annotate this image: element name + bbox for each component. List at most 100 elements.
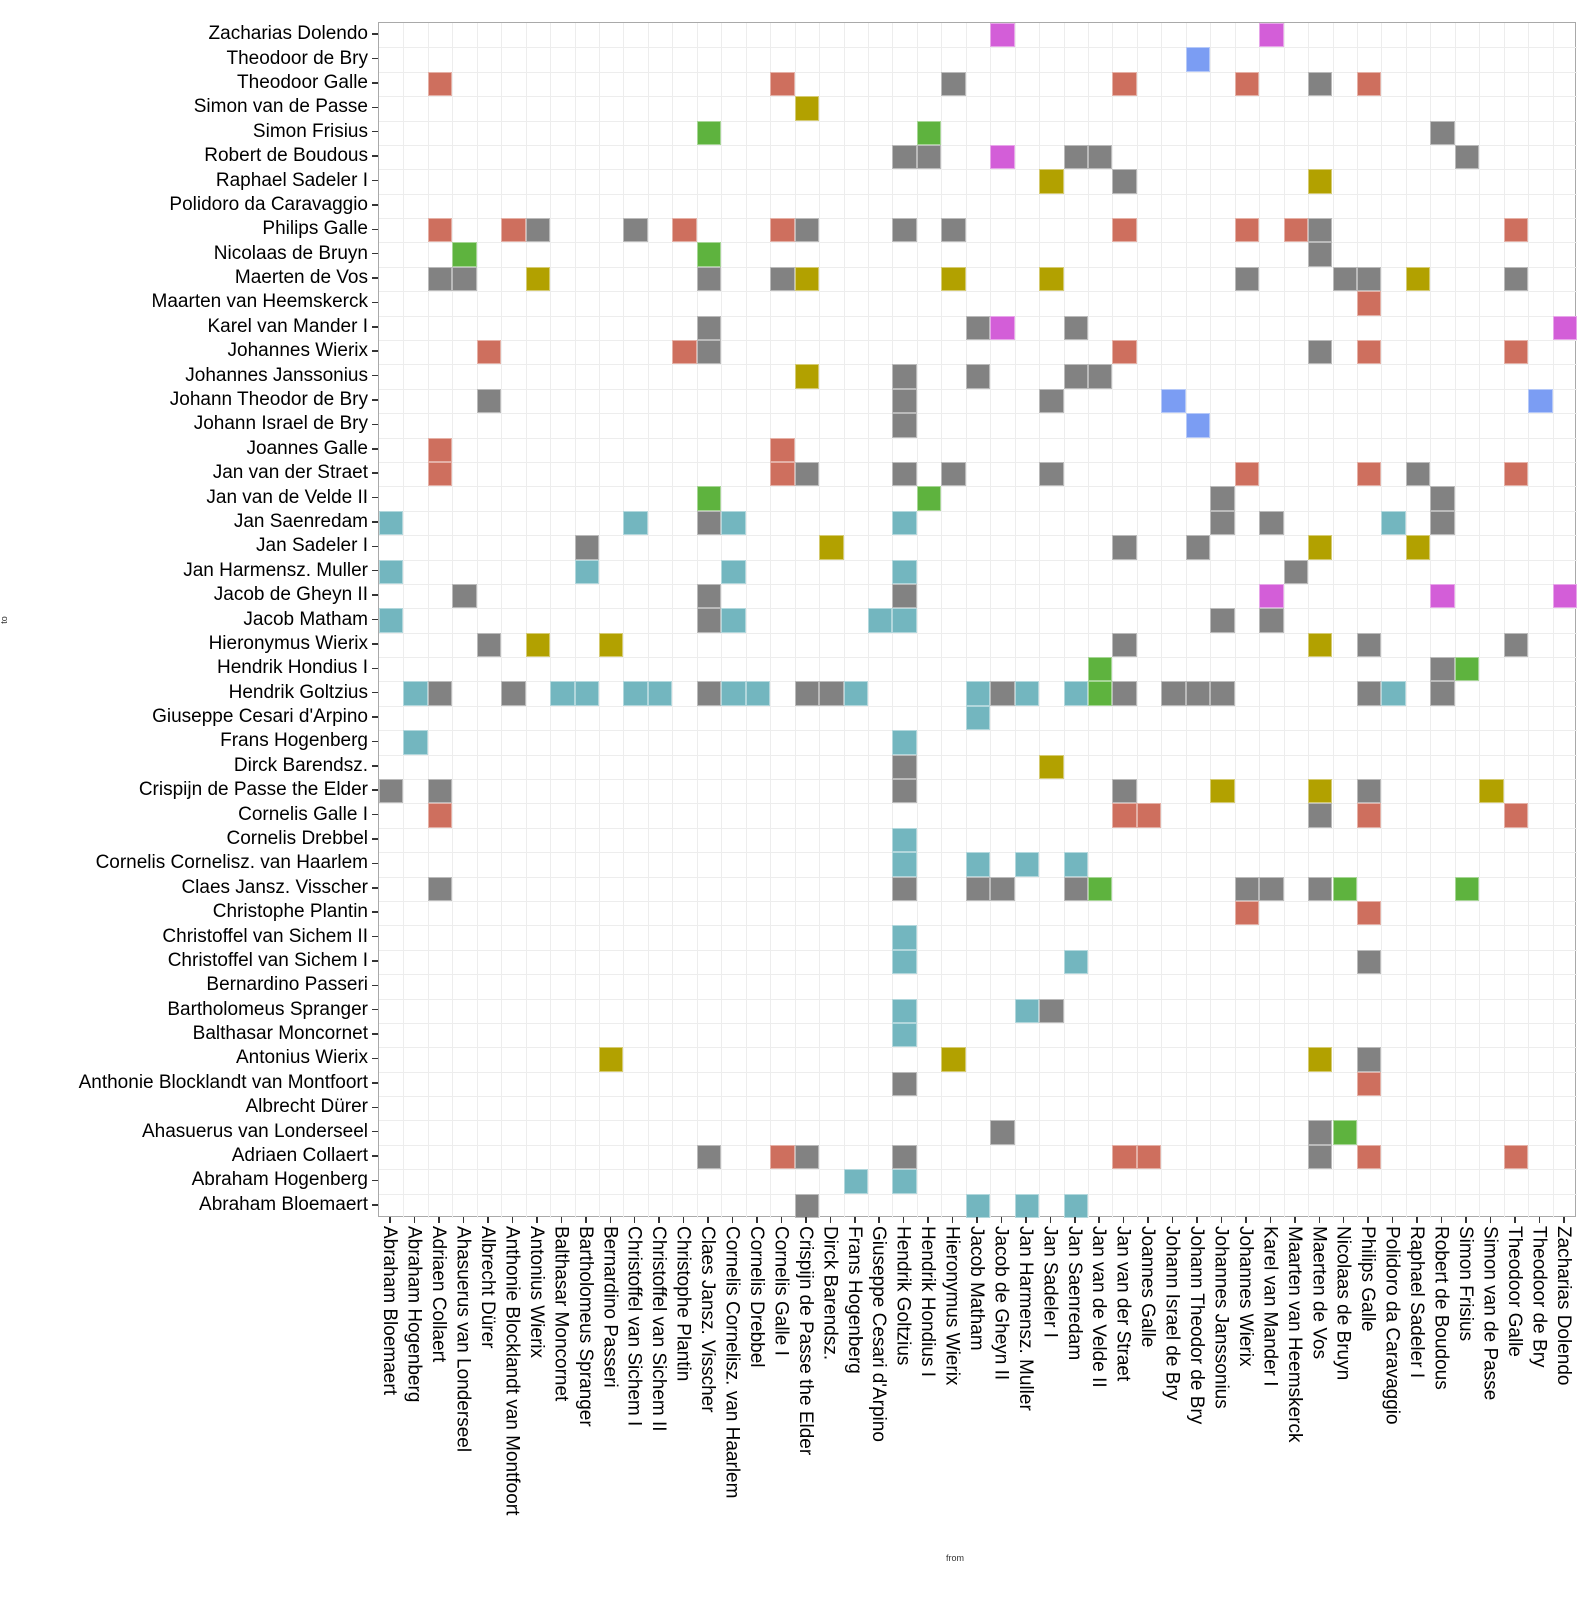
y-axis-tick [372, 594, 378, 596]
matrix-cell [1503, 218, 1529, 243]
y-axis-tick [372, 155, 378, 157]
matrix-cell [647, 681, 673, 706]
matrix-cell [965, 852, 991, 877]
y-axis-tick-label: Bernardino Passeri [206, 974, 368, 996]
matrix-cell [1210, 486, 1235, 511]
matrix-cell [1308, 535, 1333, 560]
x-axis-tick-label: Dirck Barendsz. [819, 1226, 841, 1361]
matrix-cell [892, 461, 917, 487]
x-axis-tick-label: Simon van de Passe [1479, 1226, 1501, 1401]
gridline-v [574, 23, 576, 1218]
matrix-cell [892, 949, 917, 975]
x-axis-tick-label: Cornelis Drebbel [745, 1226, 767, 1368]
gridline-v [1503, 23, 1505, 1218]
gridline-v [1088, 23, 1090, 1218]
x-axis-tick-label: Raphael Sadeler I [1406, 1226, 1428, 1379]
y-axis-tick [372, 667, 378, 670]
x-axis-tick [560, 1217, 563, 1223]
x-axis-tick-label: Theodoor de Bry [1528, 1226, 1550, 1368]
matrix-cell [1283, 559, 1309, 584]
matrix-cell [1063, 852, 1088, 877]
matrix-cell [916, 144, 942, 170]
y-axis-tick [372, 496, 378, 499]
x-axis-tick-label: Jan Sadeler I [1039, 1226, 1061, 1338]
matrix-cell [427, 71, 453, 97]
gridline-h [379, 1071, 1577, 1073]
matrix-cell [892, 876, 917, 901]
matrix-cell [1063, 315, 1088, 341]
matrix-cell [990, 144, 1015, 170]
matrix-cell [1356, 461, 1382, 487]
y-axis-tick [372, 1155, 378, 1157]
plot-panel [378, 22, 1577, 1218]
matrix-cell [1308, 632, 1333, 658]
y-axis-tick-label: Anthonie Blocklandt van Montfoort [78, 1071, 368, 1093]
matrix-cell [574, 559, 600, 584]
x-axis-tick-label: Jacob de Gheyn II [990, 1226, 1012, 1381]
y-axis-tick [372, 960, 378, 962]
x-axis-tick [902, 1217, 905, 1223]
matrix-cell [379, 608, 404, 633]
matrix-cell [941, 1047, 966, 1072]
matrix-cell [941, 218, 966, 243]
y-axis-tick [372, 813, 378, 816]
x-axis-tick [951, 1217, 954, 1223]
y-axis-tick-label: Cornelis Galle I [238, 803, 368, 825]
matrix-cell [1039, 169, 1064, 194]
matrix-cell [427, 266, 453, 292]
gridline-v [843, 23, 845, 1218]
gridline-h [379, 169, 1577, 171]
matrix-cell [965, 876, 991, 901]
y-axis-tick [372, 545, 378, 548]
x-axis-tick [1489, 1217, 1492, 1223]
matrix-cell [794, 364, 820, 389]
y-axis-tick-label: Karel van Mander I [207, 315, 368, 337]
matrix-cell [696, 486, 722, 511]
y-axis-tick-label: Johann Israel de Bry [193, 413, 368, 435]
matrix-cell [623, 681, 648, 706]
matrix-cell [696, 583, 722, 609]
y-axis-tick [372, 1179, 378, 1182]
x-axis-tick-label: Jan Saenredam [1063, 1226, 1085, 1361]
matrix-cell [623, 510, 648, 536]
matrix-cell [1088, 364, 1113, 389]
matrix-cell [794, 1193, 820, 1218]
x-axis-tick-label: Johannes Wierix [1234, 1226, 1256, 1367]
y-axis-tick-label: Simon van de Passe [193, 96, 368, 118]
x-axis-tick-label: Jan van der Straet [1112, 1226, 1134, 1382]
y-axis-tick [372, 179, 378, 182]
matrix-cell [1356, 1144, 1382, 1170]
x-axis-tick [1367, 1217, 1369, 1223]
matrix-cell [1356, 71, 1382, 97]
matrix-cell [427, 803, 453, 828]
y-axis-tick [372, 887, 378, 889]
matrix-cell [1356, 779, 1382, 804]
x-axis-tick-label: Adriaen Collaert [428, 1226, 450, 1363]
matrix-cell [892, 510, 917, 536]
y-axis-tick-label: Adriaen Collaert [231, 1145, 368, 1167]
matrix-cell [696, 120, 722, 145]
x-axis-tick-label: Cornelis Cornelisz. van Haarlem [721, 1226, 743, 1499]
matrix-cell [892, 608, 917, 633]
matrix-cell [892, 559, 917, 584]
matrix-cell [1161, 681, 1186, 706]
y-axis-tick-label: Claes Jansz. Visscher [181, 876, 368, 898]
y-axis-tick [372, 1082, 378, 1084]
gridline-v [1185, 23, 1187, 1218]
matrix-cell [1308, 71, 1333, 97]
matrix-cell [1503, 632, 1529, 658]
x-axis-tick-label: Hieronymus Wierix [941, 1226, 963, 1386]
matrix-cell [550, 681, 575, 706]
matrix-cell [892, 388, 917, 414]
y-axis-tick [372, 1130, 378, 1133]
matrix-cell [1308, 876, 1333, 901]
x-axis-tick-label: Hendrik Goltzius [892, 1226, 914, 1366]
matrix-cell [427, 218, 453, 243]
gridline-v [1039, 23, 1041, 1218]
matrix-cell [696, 681, 722, 706]
matrix-cell [1210, 608, 1235, 633]
y-axis-tick [372, 1033, 378, 1035]
matrix-cell [452, 266, 477, 292]
y-axis-title: to [0, 616, 9, 624]
gridline-v [1454, 23, 1456, 1218]
